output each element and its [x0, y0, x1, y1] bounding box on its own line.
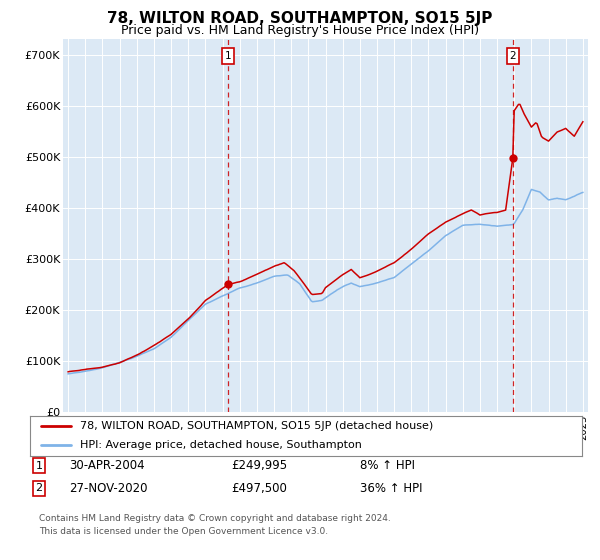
- Text: 78, WILTON ROAD, SOUTHAMPTON, SO15 5JP: 78, WILTON ROAD, SOUTHAMPTON, SO15 5JP: [107, 11, 493, 26]
- Text: Price paid vs. HM Land Registry's House Price Index (HPI): Price paid vs. HM Land Registry's House …: [121, 24, 479, 36]
- Text: HPI: Average price, detached house, Southampton: HPI: Average price, detached house, Sout…: [80, 440, 362, 450]
- Text: 27-NOV-2020: 27-NOV-2020: [69, 482, 148, 495]
- Text: 1: 1: [225, 51, 232, 61]
- Text: £249,995: £249,995: [231, 459, 287, 473]
- Text: 8% ↑ HPI: 8% ↑ HPI: [360, 459, 415, 473]
- Text: 2: 2: [35, 483, 43, 493]
- Text: 1: 1: [35, 461, 43, 471]
- Text: 2: 2: [509, 51, 516, 61]
- Text: £497,500: £497,500: [231, 482, 287, 495]
- Text: Contains HM Land Registry data © Crown copyright and database right 2024.
This d: Contains HM Land Registry data © Crown c…: [39, 514, 391, 536]
- Text: 78, WILTON ROAD, SOUTHAMPTON, SO15 5JP (detached house): 78, WILTON ROAD, SOUTHAMPTON, SO15 5JP (…: [80, 421, 433, 431]
- Text: 30-APR-2004: 30-APR-2004: [69, 459, 145, 473]
- Text: 36% ↑ HPI: 36% ↑ HPI: [360, 482, 422, 495]
